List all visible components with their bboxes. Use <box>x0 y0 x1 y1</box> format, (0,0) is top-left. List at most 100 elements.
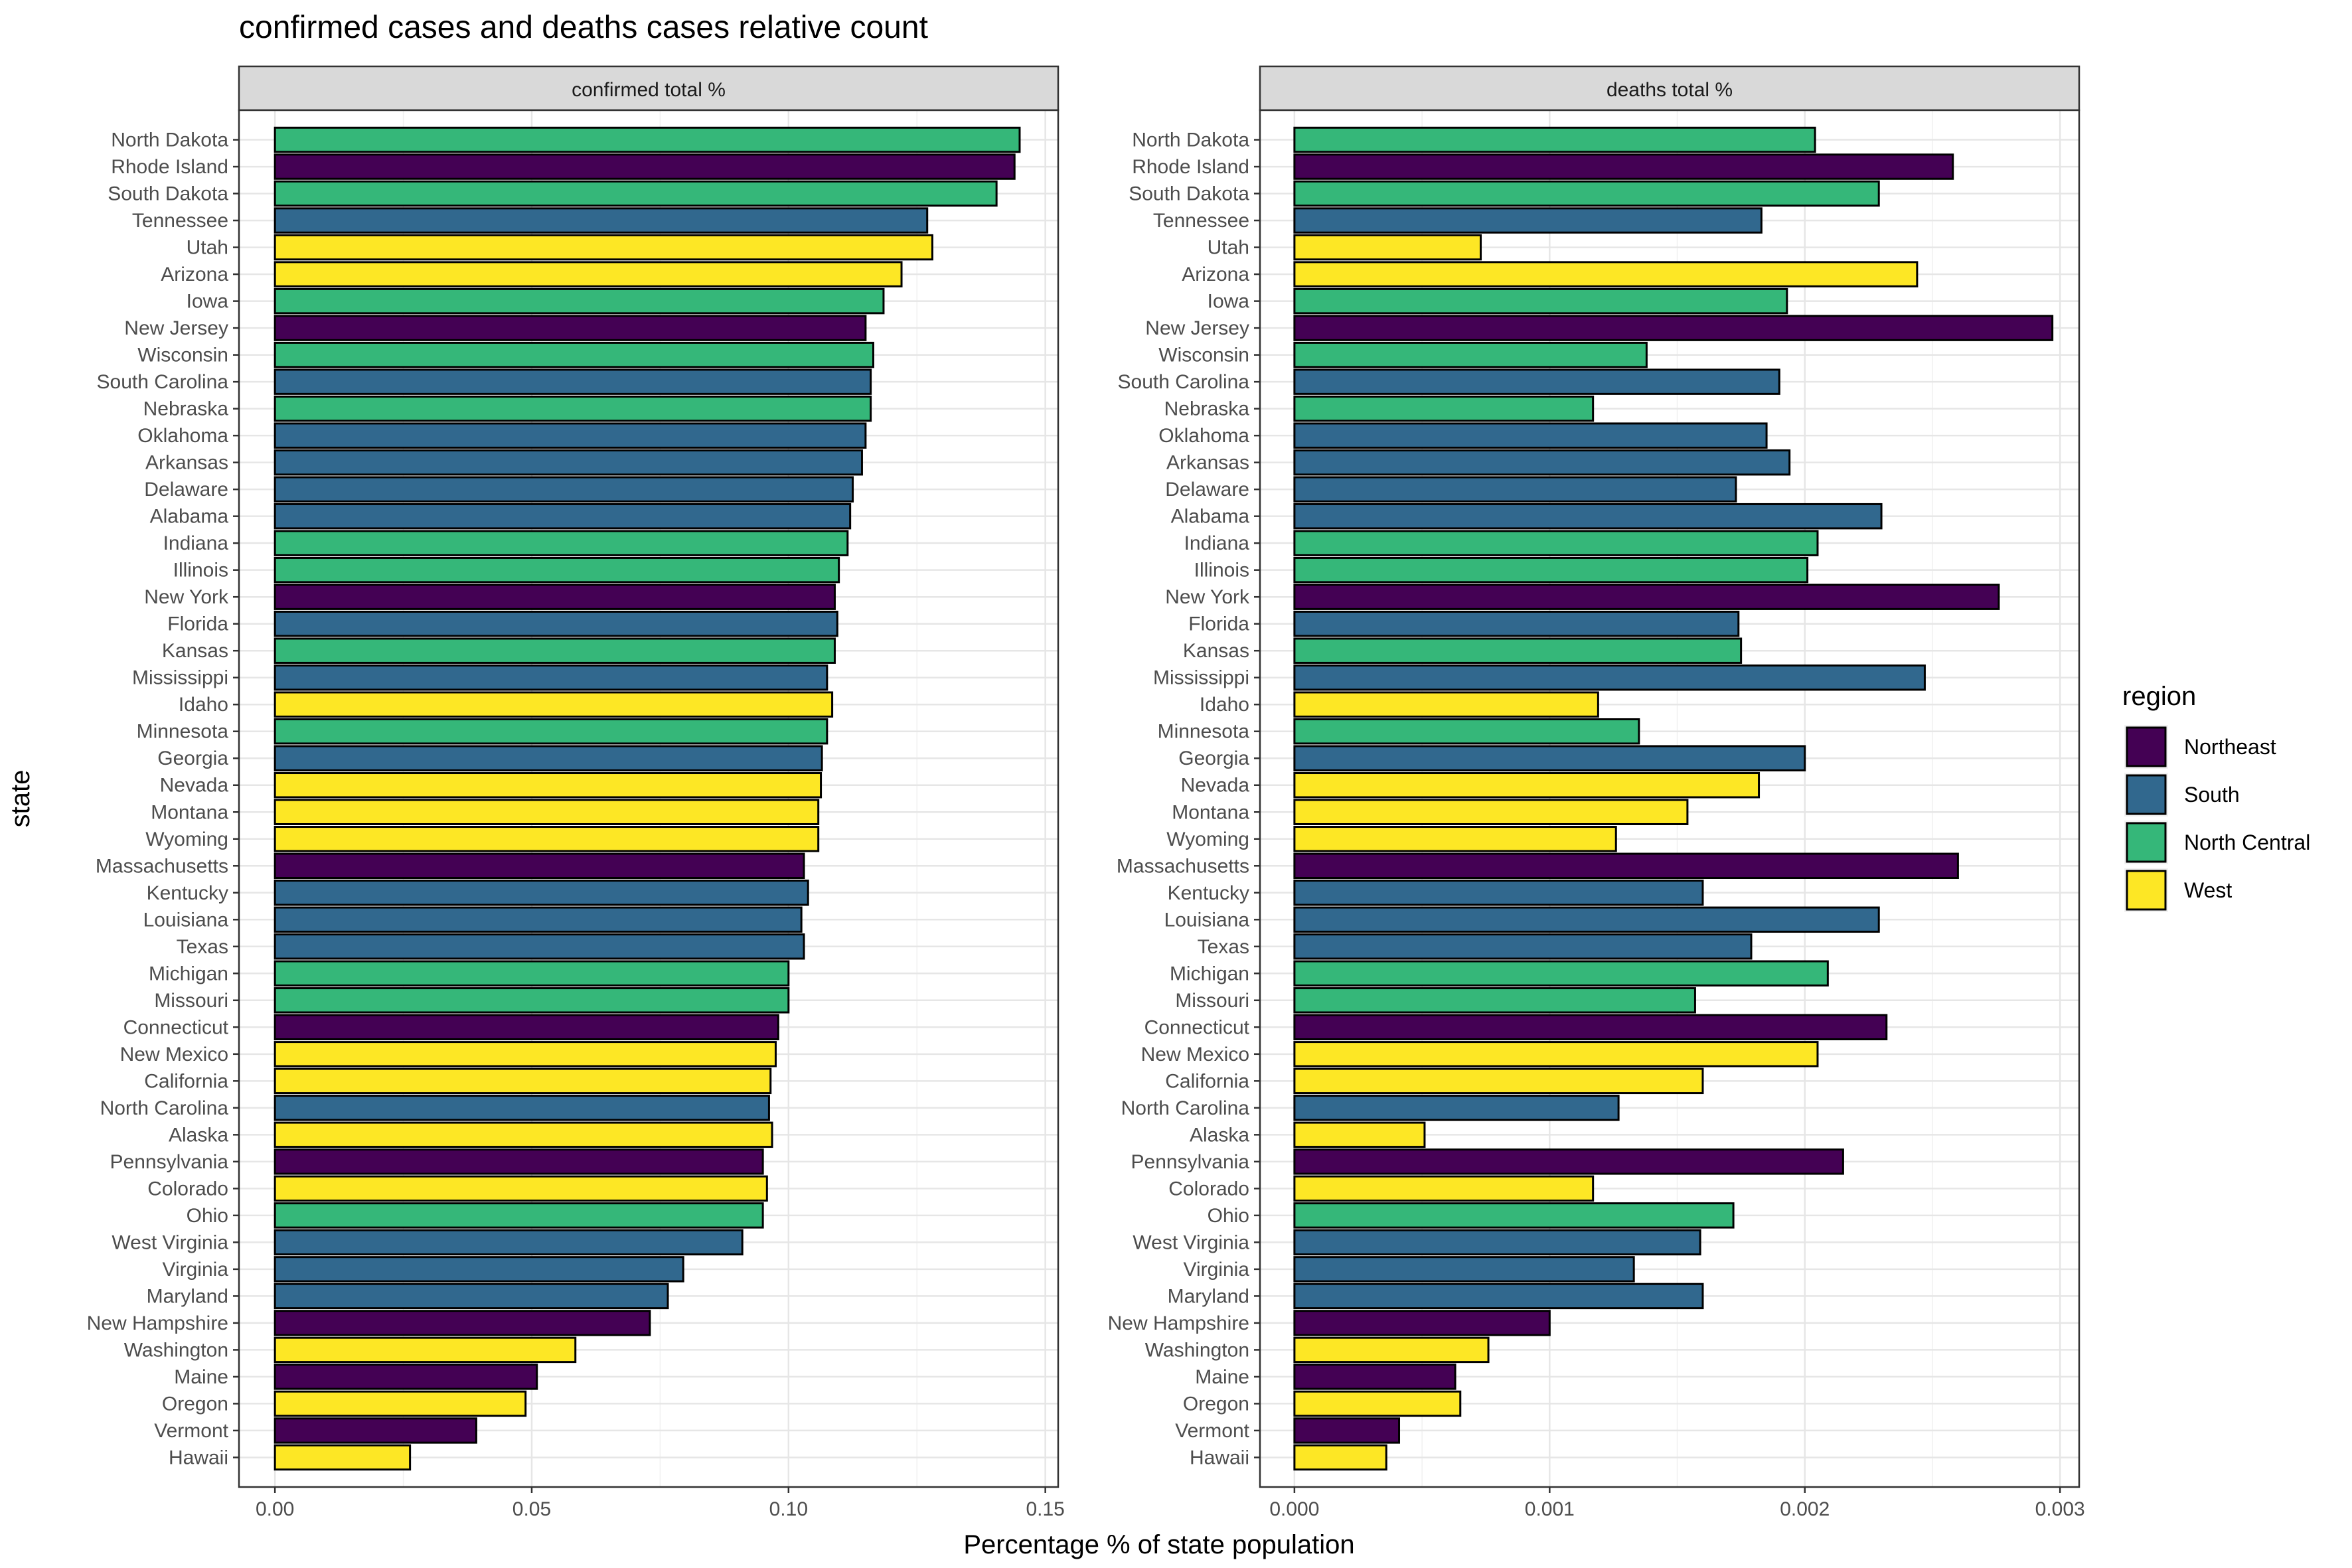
y-tick-label: Maryland <box>1168 1285 1249 1307</box>
y-tick-label: Arizona <box>1182 264 1249 285</box>
y-tick-label: California <box>1165 1070 1249 1092</box>
bar <box>274 261 903 287</box>
bar <box>274 637 836 664</box>
y-tick-label: Oregon <box>162 1393 228 1415</box>
x-tick-label: 0.15 <box>1026 1498 1064 1520</box>
bar <box>274 180 998 207</box>
y-tick-label: Michigan <box>1170 963 1249 984</box>
x-tick-label: 0.10 <box>769 1498 808 1520</box>
x-tick-label: 0.003 <box>2035 1498 2085 1520</box>
bar <box>274 584 836 610</box>
y-tick-label: Kentucky <box>147 882 228 904</box>
y-tick-label: Illinois <box>1194 560 1249 582</box>
bar <box>274 422 867 449</box>
bar <box>274 1336 577 1364</box>
y-tick-label: Alabama <box>150 506 229 528</box>
bar <box>1293 1095 1620 1121</box>
y-tick-label: South Carolina <box>1118 371 1250 393</box>
bar <box>274 368 872 395</box>
legend-item-label: South <box>2184 783 2240 807</box>
y-tick-label: Maryland <box>147 1285 228 1307</box>
y-tick-label: Texas <box>177 936 228 958</box>
strip-label-deaths: deaths total % <box>1607 79 1733 101</box>
y-tick-label: Iowa <box>187 291 229 313</box>
legend: region Northeast South North Central West <box>2122 682 2310 912</box>
bar <box>1293 153 1954 180</box>
bar <box>1293 261 1919 287</box>
bar <box>1293 1417 1401 1444</box>
panel-border-deaths <box>1259 109 2080 1488</box>
bar <box>1293 368 1780 395</box>
y-tick-label: Arkansas <box>145 452 228 474</box>
legend-item-label: West <box>2184 878 2232 902</box>
legend-swatch <box>2126 822 2167 863</box>
bar <box>1293 234 1482 261</box>
bar <box>1293 287 1788 315</box>
bars-confirmed <box>274 126 1021 1471</box>
y-tick-label: Hawaii <box>169 1447 228 1468</box>
y-tick-label: Oregon <box>1183 1393 1249 1415</box>
bar <box>274 1095 770 1121</box>
y-tick-label: Nevada <box>160 775 229 797</box>
bar <box>274 1148 764 1175</box>
x-tick-label: 0.05 <box>512 1498 551 1520</box>
y-tick-label: Tennessee <box>132 210 228 232</box>
y-tick-label: Massachusetts <box>96 855 228 877</box>
bar <box>1293 880 1704 906</box>
y-tick-label: North Dakota <box>1132 129 1249 151</box>
legend-item-label: North Central <box>2184 830 2310 854</box>
y-tick-label: Georgia <box>1178 747 1249 769</box>
y-tick-label: Rhode Island <box>1132 156 1249 178</box>
bar <box>1293 610 1740 637</box>
y-tick-label: Wisconsin <box>137 345 228 366</box>
bar <box>274 1390 527 1417</box>
legend-swatch <box>2126 726 2167 767</box>
bar <box>274 826 820 852</box>
bar <box>274 556 840 584</box>
y-tick-label: Ohio <box>1208 1205 1249 1227</box>
bar <box>274 664 828 691</box>
x-ticks-deaths: 0.000 0.001 0.002 0.003 <box>1269 1487 2085 1520</box>
y-tick-label: Idaho <box>1200 694 1249 716</box>
bar <box>1293 745 1806 771</box>
y-tick-label: Minnesota <box>137 721 229 743</box>
bar <box>274 1364 538 1390</box>
bar <box>274 476 854 503</box>
bar <box>274 1121 773 1148</box>
y-tick-label: Delaware <box>144 479 228 501</box>
y-tick-label: Florida <box>167 613 228 635</box>
bar <box>1293 207 1763 234</box>
y-tick-label: Maine <box>1195 1366 1249 1388</box>
bar <box>1293 637 1743 664</box>
y-tick-label: Arkansas <box>1166 452 1249 474</box>
bar <box>1293 906 1880 933</box>
y-tick-label: Montana <box>151 801 228 823</box>
y-tick-label: New Jersey <box>124 317 228 339</box>
x-tick-label: 0.001 <box>1525 1498 1575 1520</box>
y-tick-label: Ohio <box>187 1205 228 1227</box>
y-tick-label: Iowa <box>1208 291 1250 313</box>
bar <box>274 1444 412 1471</box>
bar <box>1293 1067 1704 1095</box>
y-tick-label: Kentucky <box>1168 882 1249 904</box>
bar <box>1293 422 1768 449</box>
bar <box>1293 1202 1735 1229</box>
y-tick-label: West Virginia <box>112 1231 228 1253</box>
y-tick-label: Missouri <box>154 990 228 1012</box>
bar <box>274 530 849 556</box>
bar <box>274 772 823 799</box>
y-tick-label: Arizona <box>161 264 228 285</box>
chart-title: confirmed cases and deaths cases relativ… <box>239 10 928 45</box>
y-tick-label: Pennsylvania <box>1131 1151 1250 1173</box>
y-tick-label: Illinois <box>173 560 228 582</box>
bar <box>1293 1283 1704 1310</box>
bar <box>1293 180 1880 207</box>
legend-swatch <box>2126 774 2167 815</box>
y-tick-label: South Dakota <box>108 183 228 205</box>
panel-deaths: deaths total % North Dakota Rhode Island S… <box>1108 65 2085 1520</box>
y-tick-label: Michigan <box>149 963 228 984</box>
y-tick-label: New York <box>1165 586 1250 608</box>
y-tick-label: South Carolina <box>97 371 229 393</box>
strip-deaths <box>1259 65 2080 112</box>
y-tick-label: Wisconsin <box>1158 345 1249 366</box>
